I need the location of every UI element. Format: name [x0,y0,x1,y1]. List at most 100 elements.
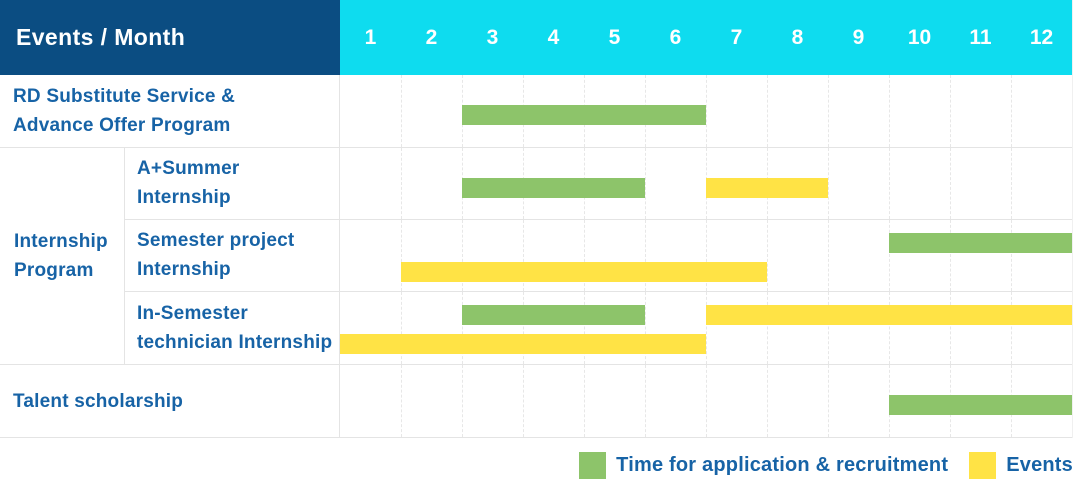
green-swatch-icon [579,451,607,479]
month-gridline [401,292,402,365]
group-label-internship-program: Internship Program [0,147,125,365]
month-gridline [645,365,646,437]
month-gridline [584,292,585,365]
timeline-cell [340,147,1072,219]
month-gridline [767,75,768,147]
month-gridline [706,75,707,147]
month-gridline [889,219,890,292]
month-gridline [828,147,829,219]
month-gridline [523,219,524,292]
timeline-cell [340,219,1072,292]
month-gridline [401,219,402,292]
month-gridline [767,365,768,437]
month-gridline [828,365,829,437]
table-header-row: Events / Month 1 2 3 4 5 6 7 8 9 10 11 1… [0,0,1072,75]
row-label-line: A+Summer [137,158,240,180]
timeline-cell [340,75,1072,147]
table-row: Semester project Internship [125,219,1072,293]
row-label-line: Internship [137,259,231,281]
month-gridline [828,75,829,147]
yellow-swatch-icon [969,451,997,479]
month-gridline [645,147,646,219]
month-header-cell: 5 [608,25,621,49]
month-header-cell: 7 [730,25,743,49]
month-gridline [584,365,585,437]
month-gridline [828,219,829,292]
group-sub-rows: A+Summer Internship Semester project Int… [125,147,1072,365]
month-gridline [401,147,402,219]
event-bar [340,334,706,355]
legend-item-application-recruitment: Time for application & recruitment [579,451,949,479]
event-bar [706,177,828,198]
table-row: Talent scholarship [0,365,1072,438]
month-header-cell: 11 [969,25,992,49]
month-gridline [950,75,951,147]
month-gridline [1011,219,1012,292]
legend-item-events: Events [969,451,1073,479]
month-gridline [462,365,463,437]
month-gridline [706,365,707,437]
month-gridline [401,75,402,147]
timeline-cell [340,292,1072,365]
event-bar [401,261,767,282]
row-label-line: RD Substitute Service & [13,85,236,107]
month-gridline [1011,292,1012,365]
month-header-cell: 9 [852,25,865,49]
month-gridline [645,292,646,365]
month-gridline [828,292,829,365]
month-header-cell: 4 [547,25,560,49]
month-gridline [889,292,890,365]
month-gridline [1011,75,1012,147]
application-recruitment-bar [462,177,645,198]
row-label-in-semester-technician: In-Semester technician Internship [125,292,340,365]
month-header-cell: 12 [1029,25,1054,49]
month-header: 1 2 3 4 5 6 7 8 9 10 11 12 [340,0,1072,75]
application-recruitment-bar [462,305,645,326]
application-recruitment-bar [889,232,1072,253]
row-label-line: In-Semester [137,303,248,325]
schedule-table: Events / Month 1 2 3 4 5 6 7 8 9 10 11 1… [0,0,1073,438]
month-gridline [645,219,646,292]
row-label-line: technician Internship [137,332,333,354]
month-gridline [889,75,890,147]
event-bar [706,305,1072,326]
row-label-semester-project: Semester project Internship [125,219,340,292]
row-label-line: Internship [137,187,231,209]
month-gridline [523,365,524,437]
table-title: Events / Month [0,0,340,75]
group-label-line: Program [14,259,94,281]
month-header-cell: 1 [364,25,377,49]
month-gridline [889,147,890,219]
row-label-line: Semester project [137,230,295,252]
month-gridline [767,292,768,365]
row-label-talent-scholarship: Talent scholarship [0,365,340,437]
row-label-line: Advance Offer Program [13,114,231,136]
month-gridline [584,219,585,292]
legend-label: Events [1006,453,1073,476]
month-gridline [1011,147,1012,219]
month-gridline [462,292,463,365]
month-gridline [462,219,463,292]
month-gridline [950,292,951,365]
month-header-cell: 10 [907,25,932,49]
month-gridline [950,219,951,292]
row-label-line: Talent scholarship [13,390,184,412]
month-gridline [706,292,707,365]
table-row: In-Semester technician Internship [125,292,1072,365]
timeline-cell [340,365,1072,437]
month-header-cell: 8 [791,25,804,49]
legend-label: Time for application & recruitment [616,453,949,476]
month-gridline [401,365,402,437]
month-gridline [706,219,707,292]
month-gridline [950,147,951,219]
month-header-cell: 3 [486,25,499,49]
group-label-line: Internship [14,230,108,252]
row-label-a-plus-summer: A+Summer Internship [125,147,340,219]
application-recruitment-bar [462,105,706,125]
table-row: RD Substitute Service & Advance Offer Pr… [0,75,1072,148]
month-gridline [523,292,524,365]
month-header-cell: 6 [669,25,682,49]
month-gridline [767,219,768,292]
row-label-rd-substitute: RD Substitute Service & Advance Offer Pr… [0,75,340,147]
table-row-group-internship: Internship Program A+Summer Internship S… [0,147,1072,366]
